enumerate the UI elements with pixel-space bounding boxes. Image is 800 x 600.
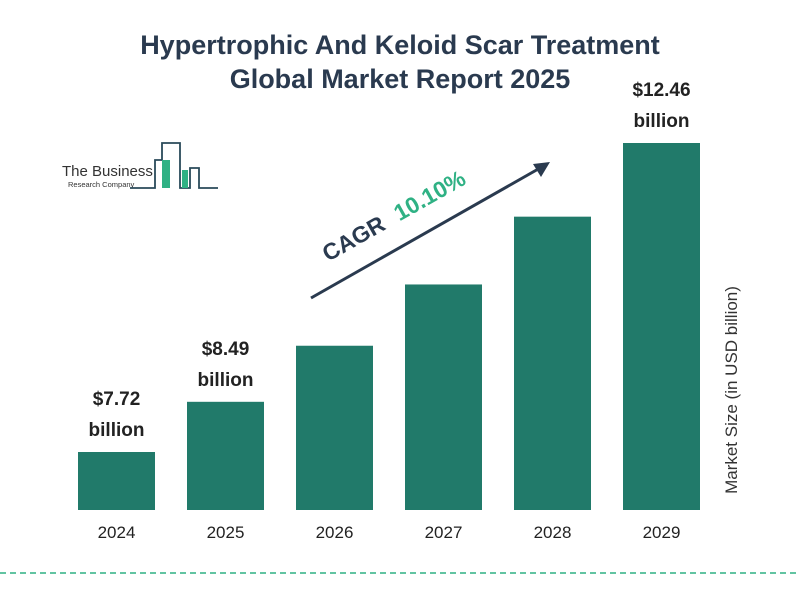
x-tick-label: 2025	[207, 523, 245, 542]
data-label: $8.49	[202, 339, 250, 360]
chart-title: Hypertrophic And Keloid Scar Treatment G…	[0, 28, 800, 96]
bar-2024	[78, 452, 155, 510]
logo-line-1: The Business	[62, 163, 153, 180]
logo-line-2: Research Company	[68, 180, 135, 189]
data-label: $12.46	[632, 80, 690, 101]
bar-2028	[514, 216, 591, 510]
cagr-arrow-line	[310, 166, 541, 300]
bar-2027	[405, 284, 482, 510]
title-line-1: Hypertrophic And Keloid Scar Treatment	[140, 30, 660, 60]
data-label: billion	[89, 420, 145, 441]
x-tick-label: 2027	[425, 523, 463, 542]
data-label: $7.72	[93, 389, 141, 410]
x-tick-label: 2024	[98, 523, 136, 542]
y-axis-label: Market Size (in USD billion)	[722, 286, 741, 494]
logo: The Business Research Company	[62, 142, 218, 189]
cagr-arrow-head-icon	[533, 162, 550, 177]
x-tick-label: 2026	[316, 523, 354, 542]
logo-bar-icon	[162, 160, 170, 188]
bar-2026	[296, 345, 373, 510]
data-label: billion	[634, 111, 690, 132]
bar-2025	[187, 401, 264, 510]
x-tick-label: 2029	[643, 523, 681, 542]
title-line-2: Global Market Report 2025	[229, 64, 571, 94]
logo-bar-icon	[182, 170, 188, 188]
cagr-value: 10.10%	[389, 165, 470, 226]
x-tick-label: 2028	[534, 523, 572, 542]
logo-buildings-icon	[130, 142, 218, 189]
data-label: billion	[198, 370, 254, 391]
bar-2029	[623, 143, 700, 510]
